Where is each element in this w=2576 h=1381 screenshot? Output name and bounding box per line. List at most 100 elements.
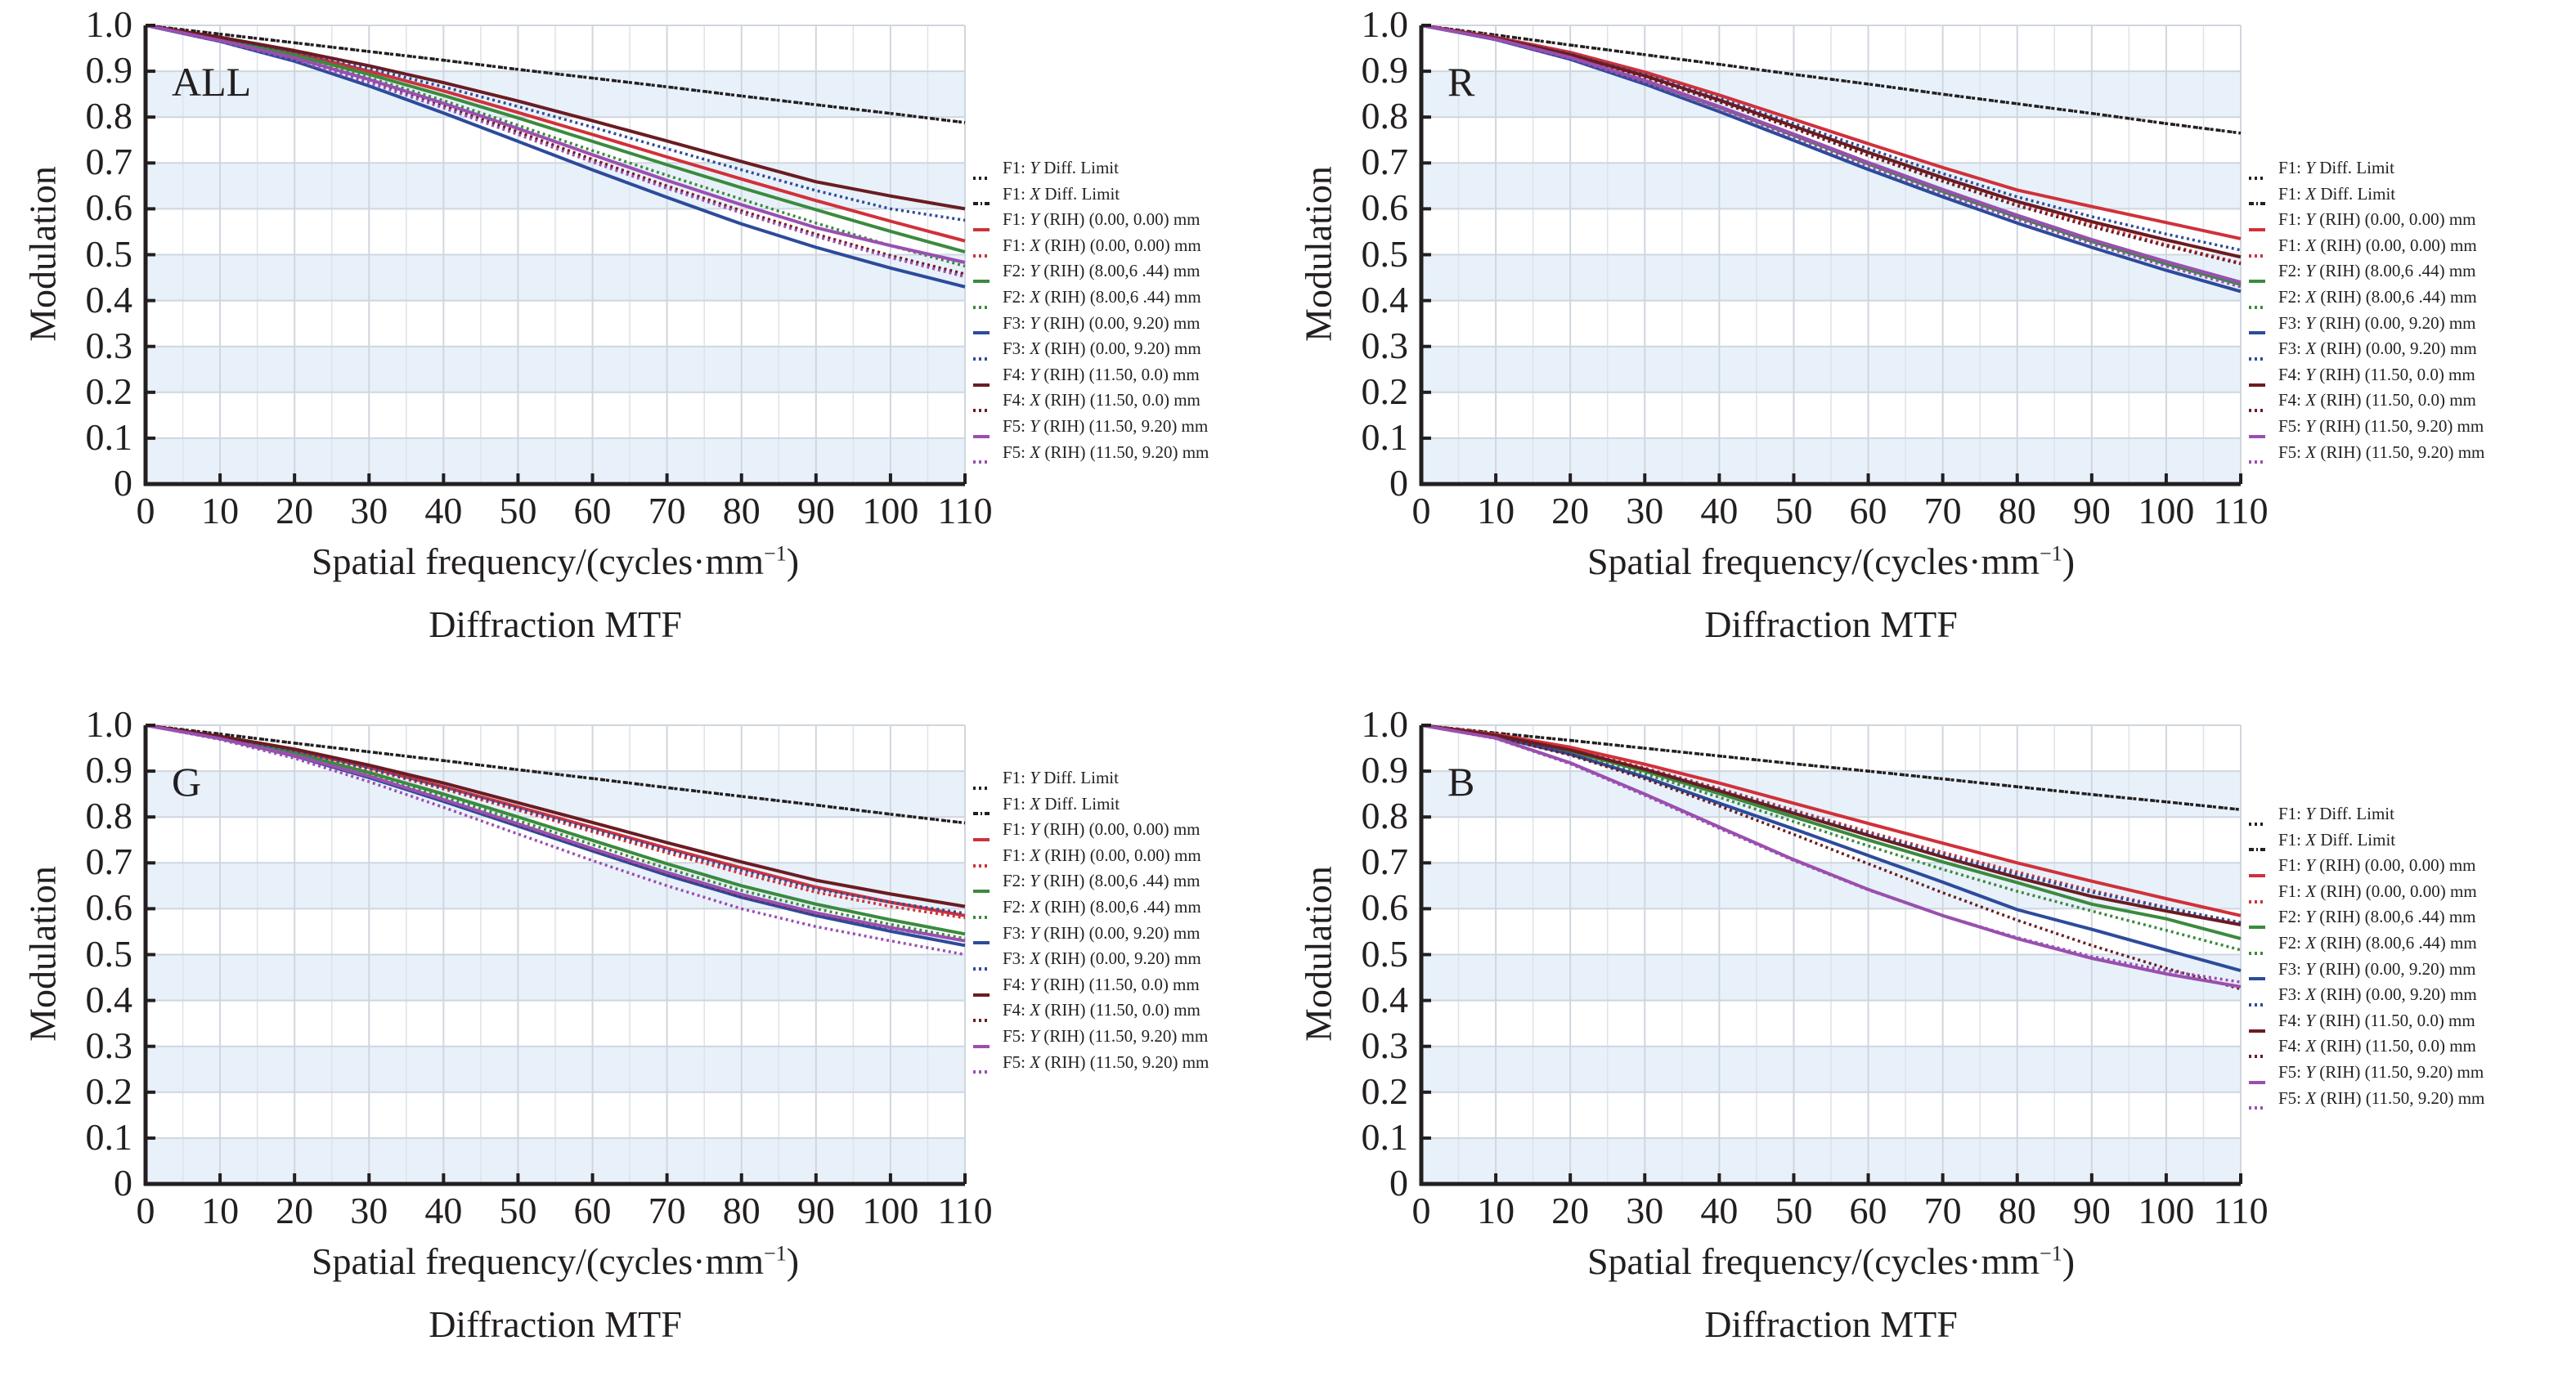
legend-label: F2: X (RIH) (8.00,6 .44) mm (1003, 286, 1201, 307)
legend-label: F5: X (RIH) (11.50, 9.20) mm (2278, 442, 2485, 462)
panel-label: ALL (172, 59, 252, 105)
x-tick-label: 10 (201, 1190, 240, 1231)
legend-swatch (970, 294, 993, 309)
legend-swatch (2246, 164, 2269, 180)
legend-swatch (2246, 319, 2269, 335)
legend-swatch (2246, 345, 2269, 361)
legend-label: F5: Y (RIH) (11.50, 9.20) mm (2278, 1061, 2484, 1082)
x-tick-label: 50 (499, 490, 537, 531)
chart-subtitle: Diffraction MTF (429, 603, 682, 645)
legend-swatch (970, 216, 993, 231)
legend-item: F1: Y Diff. Limit (2246, 801, 2484, 827)
legend-swatch (2246, 242, 2269, 258)
x-tick-label: 90 (2072, 490, 2111, 531)
y-tick-label: 0.2 (85, 1069, 133, 1112)
x-tick-label: 80 (1998, 1190, 2036, 1231)
legend-swatch (2246, 965, 2269, 981)
x-tick-label: 20 (276, 1190, 314, 1231)
chart-subtitle: Diffraction MTF (1704, 603, 1958, 645)
x-tick-label: 30 (350, 1190, 388, 1231)
legend-item: F4: Y (RIH) (11.50, 0.0) mm (2246, 362, 2484, 388)
x-tick-label: 20 (1551, 490, 1590, 531)
legend-label: F2: X (RIH) (8.00,6 .44) mm (2278, 932, 2477, 953)
legend-item: F4: X (RIH) (11.50, 0.0) mm (970, 998, 1209, 1024)
legend-swatch (970, 826, 993, 841)
y-tick-label: 0.7 (85, 841, 133, 883)
x-tick-label: 10 (201, 490, 240, 531)
legend-label: F5: X (RIH) (11.50, 9.20) mm (2278, 1087, 2485, 1108)
x-tick-label: 50 (1775, 490, 1813, 531)
chart-subtitle: Diffraction MTF (429, 1303, 682, 1345)
legend-item: F1: Y Diff. Limit (970, 155, 1209, 182)
legend-label: F2: Y (RIH) (8.00,6 .44) mm (1003, 871, 1200, 891)
y-axis-label: Modulation (1297, 165, 1340, 342)
series-line-f1-x-diff-limit (1420, 24, 2242, 135)
x-tick-label: 100 (2138, 1190, 2195, 1231)
legend-item: F3: Y (RIH) (0.00, 9.20) mm (2246, 311, 2484, 337)
y-tick-label: 0.7 (1361, 141, 1409, 183)
legend-item: F1: Y (RIH) (0.00, 0.00) mm (970, 817, 1209, 843)
y-tick-label: 1.0 (85, 3, 133, 45)
y-tick-label: 0.9 (85, 749, 133, 791)
x-tick-label: 40 (1700, 1190, 1739, 1231)
x-tick-label: 60 (573, 1190, 612, 1231)
y-tick-label: 0.9 (85, 49, 133, 92)
legend-label: F3: X (RIH) (0.00, 9.20) mm (2278, 984, 2477, 1005)
legend-swatch (970, 1033, 993, 1048)
y-tick-label: 0 (114, 1162, 132, 1204)
x-tick-label: 100 (862, 1190, 919, 1231)
x-tick-label: 100 (862, 490, 919, 531)
legend-swatch (970, 955, 993, 971)
x-axis-label: Spatial frequency/(cycles·mm−1) (311, 540, 800, 582)
x-tick-label: 90 (2072, 1190, 2111, 1231)
legend-item: F1: Y (RIH) (0.00, 0.00) mm (2246, 853, 2484, 879)
legend-item: F5: Y (RIH) (11.50, 9.20) mm (970, 1024, 1209, 1050)
legend-item: F2: X (RIH) (8.00,6 .44) mm (970, 895, 1209, 921)
legend-label: F1: X (RIH) (0.00, 0.00) mm (1003, 235, 1201, 255)
x-tick-label: 30 (1626, 490, 1664, 531)
y-tick-label: 0.3 (85, 324, 133, 366)
legend-label: F5: X (RIH) (11.50, 9.20) mm (1003, 442, 1209, 462)
legend-label: F5: Y (RIH) (11.50, 9.20) mm (1003, 415, 1209, 436)
x-tick-label: 50 (1775, 1190, 1813, 1231)
y-axis-label: Modulation (21, 865, 64, 1042)
y-tick-label: 1.0 (1361, 703, 1409, 745)
legend-label: F3: Y (RIH) (0.00, 9.20) mm (1003, 312, 1200, 333)
legend-swatch (970, 774, 993, 790)
y-tick-label: 0 (114, 462, 132, 504)
panel-label: B (1447, 759, 1475, 805)
plot-area (1419, 24, 2242, 486)
legend-item: F1: Y Diff. Limit (2246, 155, 2484, 182)
y-tick-label: 0.5 (85, 932, 133, 975)
legend-item: F2: Y (RIH) (8.00,6 .44) mm (970, 868, 1209, 895)
y-tick-label: 0.4 (1361, 278, 1409, 321)
series-line-f4-y-rih-11-50-0-0-mm (1420, 724, 2242, 926)
legend-label: F4: Y (RIH) (11.50, 0.0) mm (2278, 1010, 2475, 1030)
legend-item: F2: X (RIH) (8.00,6 .44) mm (970, 285, 1209, 311)
legend-item: F3: X (RIH) (0.00, 9.20) mm (2246, 982, 2484, 1008)
y-tick-label: 0.4 (85, 278, 133, 321)
plot-area (1419, 724, 2242, 1186)
series-line-f5-y-rih-11-50-9-20-mm (1420, 724, 2242, 989)
y-tick-label: 0.4 (1361, 978, 1409, 1020)
legend-swatch (970, 164, 993, 180)
legend-label: F3: X (RIH) (0.00, 9.20) mm (1003, 339, 1201, 359)
legend-label: F5: Y (RIH) (11.50, 9.20) mm (1003, 1025, 1209, 1046)
x-tick-label: 70 (648, 490, 686, 531)
y-tick-label: 0.6 (85, 886, 133, 929)
legend-item: F1: Y Diff. Limit (970, 765, 1209, 791)
legend-label: F3: Y (RIH) (0.00, 9.20) mm (1003, 922, 1200, 943)
legend-label: F4: Y (RIH) (11.50, 0.0) mm (1003, 364, 1200, 384)
y-tick-label: 0.7 (1361, 841, 1409, 883)
y-tick-label: 0.8 (1361, 795, 1409, 837)
legend-item: F4: Y (RIH) (11.50, 0.0) mm (2246, 1008, 2484, 1034)
legend-label: F1: Y Diff. Limit (2278, 804, 2394, 823)
x-tick-label: 70 (648, 1190, 686, 1231)
legend-label: F2: Y (RIH) (8.00,6 .44) mm (2278, 261, 2476, 281)
y-tick-label: 0.5 (85, 232, 133, 275)
x-tick-label: 40 (424, 1190, 463, 1231)
y-tick-label: 0.3 (1361, 1024, 1409, 1066)
legend-swatch (2246, 216, 2269, 231)
legend-swatch (970, 423, 993, 438)
legend: F1: Y Diff. Limit F1: X Diff. Limit F1: Y … (970, 155, 1209, 465)
